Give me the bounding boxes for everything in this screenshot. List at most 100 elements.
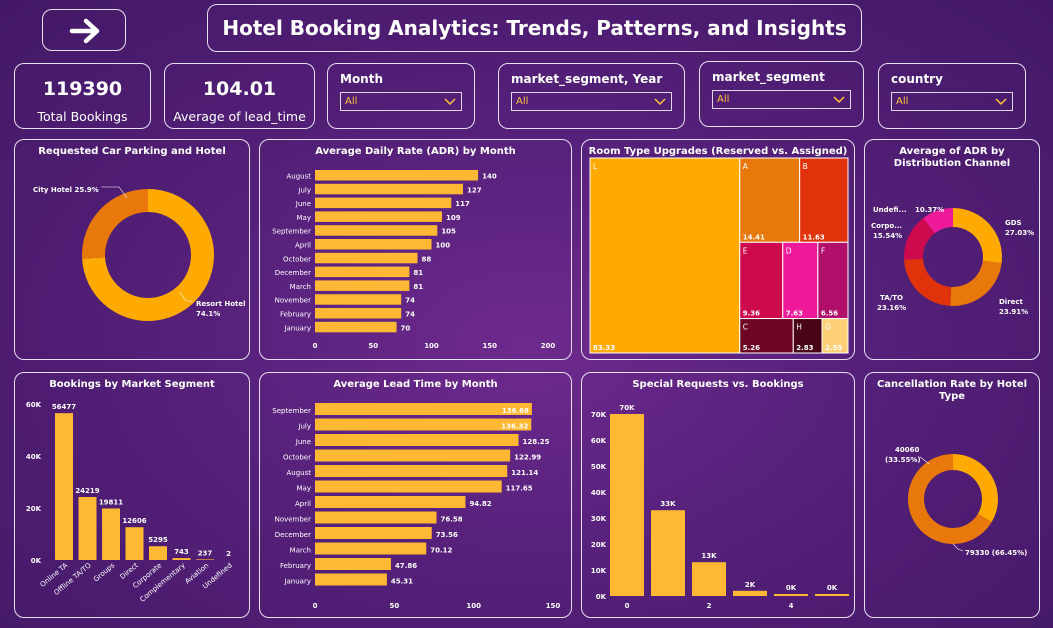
bar [315, 280, 410, 291]
leader-line [952, 543, 964, 552]
back-button[interactable] [42, 9, 126, 51]
category-label: February [280, 562, 311, 570]
slicer-month: Month All [327, 63, 475, 129]
slice-label: 79330 (66.45%) [965, 549, 1027, 557]
adr-month-chart: August 140 July 127 June 117 May 109 September 10… [272, 170, 555, 350]
card-room-upgrades: Room Type Upgrades (Reserved vs. Assigne… [581, 139, 855, 360]
bar [315, 183, 463, 195]
tick-label: 100 [466, 602, 481, 610]
bar [315, 542, 427, 555]
bar [315, 434, 519, 446]
bar [774, 594, 808, 596]
treemap-label: A [743, 162, 749, 171]
tick-label: 30K [591, 515, 607, 523]
bar [315, 465, 508, 477]
chart-title: Bookings by Market Segment [49, 379, 215, 390]
category-label: June [295, 438, 311, 446]
category-label: April [295, 242, 311, 250]
data-label: 76.58 [441, 516, 463, 524]
tick-label: 20K [591, 541, 607, 549]
treemap-label: B [803, 162, 808, 171]
data-label: 100 [436, 242, 451, 250]
data-label: 74 [405, 297, 415, 305]
card-market-segment: Bookings by Market Segment 0K 20K 40K 60K 56… [14, 372, 250, 618]
slicer-dropdown-month[interactable]: All [340, 92, 462, 111]
data-label: 105 [441, 228, 456, 236]
treemap-cell [739, 157, 801, 243]
bar [315, 527, 432, 539]
tick-label: 50 [368, 342, 378, 350]
category-label: November [275, 297, 312, 305]
tick-label: 150 [546, 602, 561, 610]
slice-label: 23.16% [877, 304, 906, 312]
slicer-label: market_segment, Year [511, 72, 663, 86]
treemap-value: 2.83 [796, 344, 813, 352]
category-label: December [275, 531, 311, 539]
treemap-value: 7.63 [786, 310, 803, 318]
category-label: September [272, 407, 311, 415]
room-upgrades-treemap: L 83.33 A 14.41 B 11.63 E 9.36 D 7.63 F 6.56 C 5.26 H 2… [589, 157, 849, 354]
adr-channel-donut: GDS 27.03% Direct 23.91% TA/TO 23.16% Corpo...… [871, 206, 1034, 316]
slicer-dropdown-market-segment-year[interactable]: All [511, 92, 672, 111]
data-label: 81 [413, 269, 423, 277]
bar [315, 418, 532, 431]
card-adr-month: Average Daily Rate (ADR) by Month August… [259, 139, 572, 360]
category-label: January [283, 324, 311, 332]
category-label: Groups [92, 561, 117, 583]
bar [55, 413, 73, 560]
treemap-value: 9.36 [743, 310, 760, 318]
slice-label: Corpo... [871, 222, 902, 230]
tick-label: 70K [591, 411, 607, 419]
data-label: 70.12 [430, 547, 452, 555]
data-label: 2K [745, 581, 756, 589]
bar [315, 225, 438, 236]
slicer-market-segment: market_segment All [699, 61, 864, 127]
data-label: 13K [701, 552, 717, 560]
data-label: 136.32 [501, 423, 528, 431]
category-label: September [272, 228, 311, 236]
chevron-down-icon [654, 98, 666, 106]
bar [315, 449, 511, 462]
data-label: 56477 [52, 403, 76, 411]
data-label: 5295 [148, 536, 168, 544]
donut-slice [904, 258, 952, 306]
slicer-label: market_segment [712, 70, 825, 84]
data-label: 73.56 [436, 531, 458, 539]
chevron-down-icon [444, 98, 456, 106]
card-adr-channel: Average of ADR by Distribution Channel G… [864, 139, 1040, 360]
slice-label: TA/TO [880, 294, 903, 302]
data-label: 0K [786, 584, 797, 592]
slice-label: 23.91% [999, 308, 1028, 316]
data-label: 109 [446, 214, 461, 222]
slicer-label: country [891, 72, 943, 86]
bar [102, 508, 120, 560]
category-label: August [287, 469, 312, 477]
tick-label: 2 [707, 602, 712, 610]
donut-slice [923, 208, 953, 234]
data-label: 2 [226, 550, 231, 558]
card-special-requests: Special Requests vs. Bookings 0K 10K 20K 30… [581, 372, 855, 618]
kpi-total-bookings: 119390 Total Bookings [14, 63, 151, 129]
category-label: July [297, 186, 311, 194]
slicer-label: Month [340, 72, 384, 86]
tick-label: 50K [591, 463, 607, 471]
donut-slice [908, 454, 992, 544]
card-cancellation: Cancellation Rate by Hotel Type 40060 (33… [864, 372, 1040, 618]
treemap-value: 14.41 [743, 233, 765, 241]
category-label: August [287, 173, 312, 181]
category-label: April [295, 500, 311, 508]
chart-title: Requested Car Parking and Hotel [38, 146, 226, 157]
slicer-dropdown-country[interactable]: All [891, 92, 1013, 111]
bar [315, 496, 466, 508]
slice-label: Undefi... [873, 206, 907, 214]
data-label: 122.99 [514, 454, 541, 462]
slicer-dropdown-market-segment[interactable]: All [712, 90, 851, 109]
bar [315, 573, 387, 586]
bar [315, 239, 432, 250]
data-label: 19811 [99, 498, 123, 506]
bar [172, 558, 191, 560]
treemap-label: L [593, 162, 598, 171]
tick-label: 150 [482, 342, 497, 350]
card-parking-donut: Requested Car Parking and Hotel City Hot… [14, 139, 250, 360]
